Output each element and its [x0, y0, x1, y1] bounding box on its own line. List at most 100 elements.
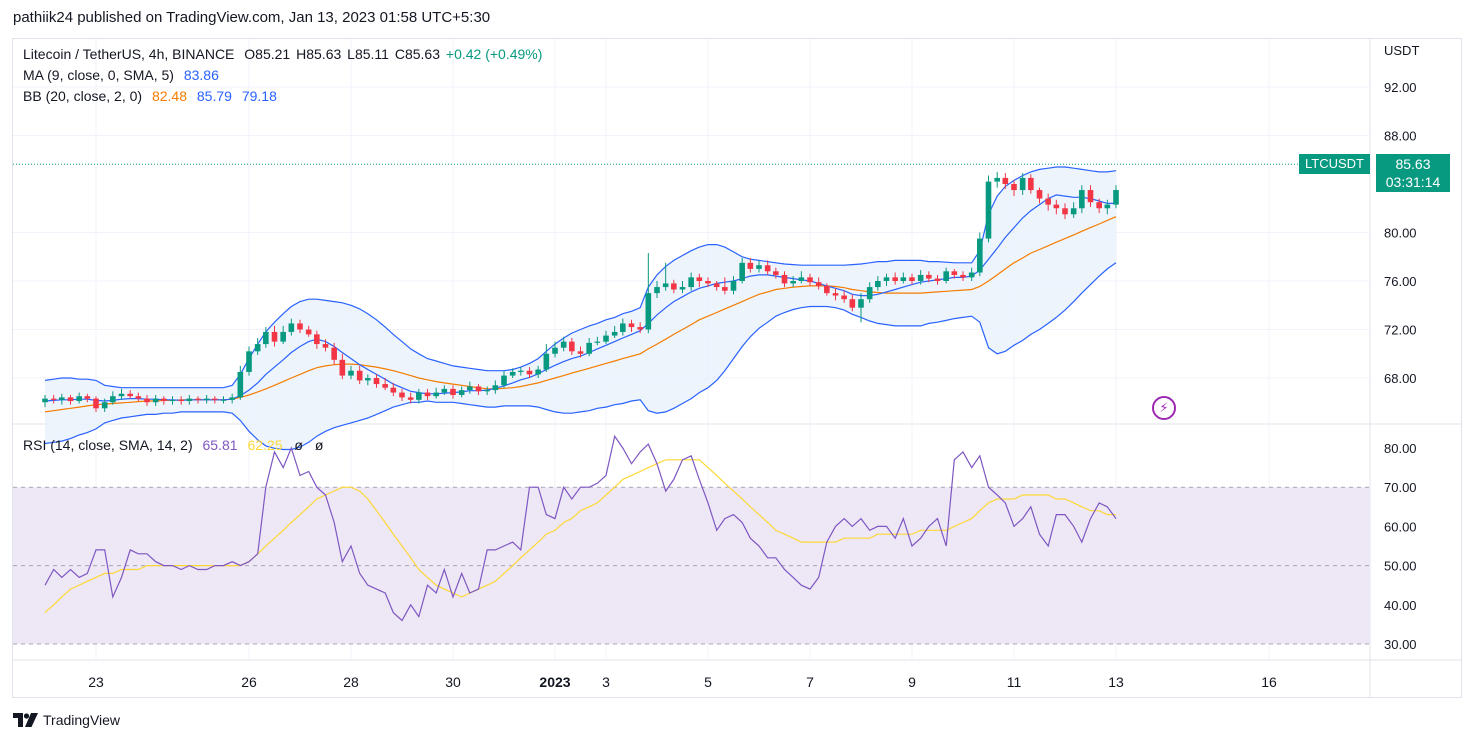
candle-body — [467, 386, 473, 391]
price-tick-label: 88.00 — [1384, 129, 1417, 144]
rsi-tick-label: 80.00 — [1384, 441, 1417, 456]
candle-body — [280, 331, 286, 342]
candle-body — [237, 371, 244, 398]
candle-body — [696, 277, 703, 281]
candle-body — [93, 398, 99, 409]
candle-body — [535, 369, 541, 375]
candle-body — [849, 299, 856, 308]
candle-body — [985, 181, 992, 239]
price-tick-label: 76.00 — [1384, 274, 1417, 289]
candle-body — [654, 287, 660, 294]
candle-body — [492, 385, 499, 391]
time-tick-label: 5 — [704, 674, 712, 690]
candle-body — [807, 277, 813, 283]
legend-change: +0.42 (+0.49%) — [445, 46, 543, 62]
bb-lower-line — [44, 262, 1117, 451]
candle-body — [1002, 177, 1009, 184]
chart-frame[interactable] — [12, 38, 1462, 698]
candle-body — [1019, 177, 1026, 191]
candle-body — [484, 390, 490, 392]
candle-body — [331, 347, 337, 360]
candle-body — [322, 344, 329, 348]
candle-body — [110, 396, 116, 403]
candle-body — [977, 238, 983, 273]
legend-bb-upper: 85.79 — [196, 88, 232, 104]
last-price-label: 85.63 03:31:14 — [1376, 154, 1450, 192]
legend-bb-row[interactable]: BB (20, close, 2, 0) 82.48 85.79 79.18 — [23, 88, 279, 104]
legend-low: L85.11 — [347, 46, 389, 62]
candle-body — [730, 281, 737, 291]
candle-body — [152, 398, 159, 403]
candle-body — [305, 329, 312, 335]
candle-body — [994, 177, 1000, 182]
author-line: pathiik24 published on TradingView.com, … — [13, 9, 491, 26]
rsi-tick-label: 50.00 — [1384, 559, 1417, 574]
candle-body — [1104, 204, 1111, 209]
candle-body — [824, 285, 830, 294]
candle-body — [722, 287, 728, 291]
time-tick-label: 7 — [806, 674, 814, 690]
time-tick-label: 3 — [602, 674, 610, 690]
candle-body — [628, 323, 635, 328]
candle-body — [671, 283, 677, 290]
candle-body — [458, 390, 465, 395]
time-tick-label: 23 — [88, 674, 104, 690]
candle-body — [679, 287, 686, 290]
lightning-icon[interactable]: ⚡ — [1152, 396, 1176, 420]
candle-body — [390, 387, 397, 393]
candle-body — [246, 351, 252, 372]
candle-body — [339, 359, 346, 376]
candle-body — [960, 274, 966, 278]
time-tick-label: 28 — [343, 674, 359, 690]
candle-body — [926, 274, 932, 279]
rsi-tick-label: 40.00 — [1384, 598, 1417, 613]
candle-body — [713, 283, 720, 288]
price-tick-label: 92.00 — [1384, 80, 1417, 95]
time-tick-label: 2023 — [539, 674, 570, 690]
candle-body — [747, 262, 754, 269]
candle-body — [569, 341, 575, 352]
footer-brand-name: TradingView — [43, 712, 121, 728]
candle-body — [1070, 208, 1077, 215]
currency-label: USDT — [1384, 43, 1420, 58]
candle-body — [875, 281, 881, 288]
candle-body — [603, 335, 609, 342]
candle-body — [739, 262, 745, 281]
candle-body — [1028, 177, 1034, 191]
candle-body — [212, 398, 218, 400]
rsi-tick-label: 60.00 — [1384, 519, 1417, 534]
legend-rsi-row[interactable]: RSI (14, close, SMA, 14, 2) 65.81 62.25 … — [23, 437, 325, 453]
candle-body — [348, 370, 354, 376]
time-tick-label: 16 — [1261, 674, 1277, 690]
candle-body — [900, 277, 907, 281]
candle-body — [441, 388, 448, 393]
legend-bb-label: BB (20, close, 2, 0) — [23, 88, 143, 104]
candle-body — [127, 393, 133, 397]
candle-body — [50, 398, 57, 400]
legend-high: H85.63 — [296, 46, 342, 62]
candle-body — [943, 271, 949, 281]
candle-body — [577, 351, 584, 354]
candle-body — [169, 399, 176, 402]
candle-body — [773, 271, 779, 275]
candle-body — [475, 386, 482, 392]
legend-ma-row[interactable]: MA (9, close, 0, SMA, 5) 83.86 — [23, 67, 221, 83]
candle-body — [399, 392, 405, 398]
candle-body — [594, 341, 601, 343]
legend-symbol[interactable]: Litecoin / TetherUS, 4h, BINANCE — [23, 46, 235, 62]
candle-body — [144, 398, 150, 403]
legend-ma-value: 83.86 — [183, 67, 219, 83]
candle-body — [450, 388, 456, 395]
candle-body — [501, 375, 507, 386]
candle-body — [407, 397, 414, 400]
candle-body — [892, 277, 898, 281]
candle-body — [968, 272, 975, 278]
candle-body — [161, 398, 167, 402]
legend-ma-label: MA (9, close, 0, SMA, 5) — [23, 67, 174, 83]
candle-body — [365, 378, 371, 381]
candle-body — [526, 370, 533, 375]
footer-brand[interactable]: TradingView — [13, 712, 120, 728]
candle-body — [543, 353, 550, 370]
legend-rsi-extra-2: ø — [314, 437, 324, 453]
